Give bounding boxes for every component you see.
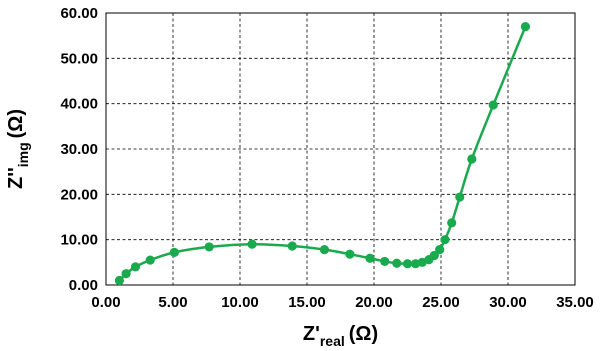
data-point bbox=[440, 235, 450, 245]
y-axis-title: Z''img (Ω) bbox=[5, 109, 31, 189]
data-point bbox=[455, 192, 465, 202]
data-point bbox=[121, 269, 131, 279]
y-tick-label: 0.00 bbox=[69, 277, 98, 294]
x-axis-title-main: Z' bbox=[303, 323, 320, 345]
data-point bbox=[520, 22, 531, 32]
plot-frame bbox=[105, 12, 576, 286]
y-axis-title-unit: (Ω) bbox=[5, 109, 27, 138]
x-tick-label: 15.00 bbox=[288, 294, 326, 311]
data-point bbox=[447, 218, 457, 228]
data-point bbox=[287, 241, 297, 251]
data-point bbox=[204, 242, 214, 252]
data-point bbox=[169, 247, 179, 257]
y-axis-title-subscript: img bbox=[15, 142, 31, 167]
y-tick-label: 50.00 bbox=[60, 50, 98, 67]
y-tick-label: 30.00 bbox=[60, 141, 98, 158]
x-axis-title-subscript: real bbox=[320, 333, 345, 349]
data-point bbox=[402, 259, 413, 269]
y-tick-label: 60.00 bbox=[60, 5, 98, 22]
data-point bbox=[319, 245, 330, 255]
x-tick-label: 25.00 bbox=[422, 294, 460, 311]
data-point bbox=[114, 275, 124, 286]
y-tick-label: 20.00 bbox=[60, 186, 98, 203]
x-axis-title-unit: (Ω) bbox=[349, 323, 378, 345]
series-line bbox=[118, 26, 527, 282]
data-point bbox=[247, 239, 257, 249]
x-tick-label: 0.00 bbox=[91, 294, 120, 311]
x-tick-label: 10.00 bbox=[221, 294, 259, 311]
grid-layer bbox=[106, 13, 575, 285]
tick-label-layer: 0.00 5.00 10.00 15.00 20.00 25.00 30.00 35.00 0.… bbox=[60, 5, 593, 311]
y-tick-label: 10.00 bbox=[60, 232, 98, 249]
data-point bbox=[488, 100, 498, 110]
x-tick-label: 30.00 bbox=[489, 294, 527, 311]
data-point bbox=[345, 249, 355, 259]
data-point bbox=[365, 253, 375, 263]
data-point bbox=[380, 256, 390, 267]
y-tick-label: 40.00 bbox=[60, 96, 98, 113]
data-point bbox=[130, 262, 141, 272]
data-point bbox=[429, 250, 439, 261]
data-point bbox=[392, 258, 402, 268]
data-point bbox=[467, 154, 477, 164]
data-point bbox=[145, 255, 155, 265]
x-tick-label: 5.00 bbox=[158, 294, 187, 311]
data-point bbox=[435, 245, 445, 255]
x-tick-label: 35.00 bbox=[556, 294, 594, 311]
series-layer bbox=[114, 22, 531, 286]
x-tick-label: 20.00 bbox=[355, 294, 393, 311]
x-axis-title: Z'real (Ω) bbox=[303, 323, 378, 349]
y-axis-title-main: Z'' bbox=[5, 167, 27, 189]
